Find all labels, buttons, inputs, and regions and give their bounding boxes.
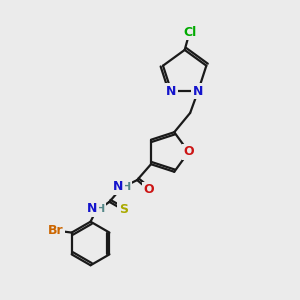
- Text: N: N: [113, 181, 124, 194]
- Text: O: O: [144, 184, 154, 196]
- Text: N: N: [87, 202, 98, 215]
- Text: Br: Br: [48, 224, 64, 237]
- Text: O: O: [183, 146, 194, 158]
- Text: N: N: [166, 85, 176, 98]
- Text: H: H: [96, 204, 105, 214]
- Text: H: H: [122, 182, 131, 192]
- Text: Cl: Cl: [183, 26, 196, 39]
- Text: S: S: [119, 203, 128, 216]
- Text: N: N: [193, 85, 203, 98]
